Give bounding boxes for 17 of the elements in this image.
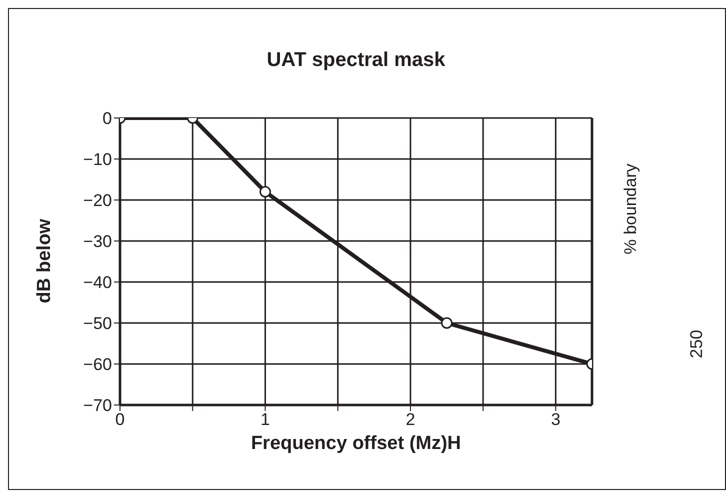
y2-axis-title: % boundary — [621, 164, 641, 254]
y-tick-label: −60 — [83, 355, 112, 374]
y-tick-label: −30 — [83, 232, 112, 252]
x-tick-label: 2 — [406, 410, 416, 430]
x-tick-label: 3 — [550, 410, 560, 430]
y-axis-title: dB below — [34, 218, 56, 304]
y-tick-label: −20 — [83, 191, 112, 210]
x-axis-title: Frequency offset (Mz)H — [250, 433, 462, 455]
chart-title: UAT spectral mask — [266, 49, 446, 72]
y-tick-label: −10 — [83, 150, 112, 170]
text: 250 — [687, 330, 707, 358]
x-tick-label: 0 — [115, 410, 125, 430]
y-tick-label: −50 — [83, 314, 112, 334]
y-tick-label: −70 — [83, 396, 112, 416]
y-tick-label: 0 — [102, 109, 112, 128]
x-tick-label: 1 — [260, 410, 270, 430]
y-tick-label: −40 — [83, 273, 112, 292]
